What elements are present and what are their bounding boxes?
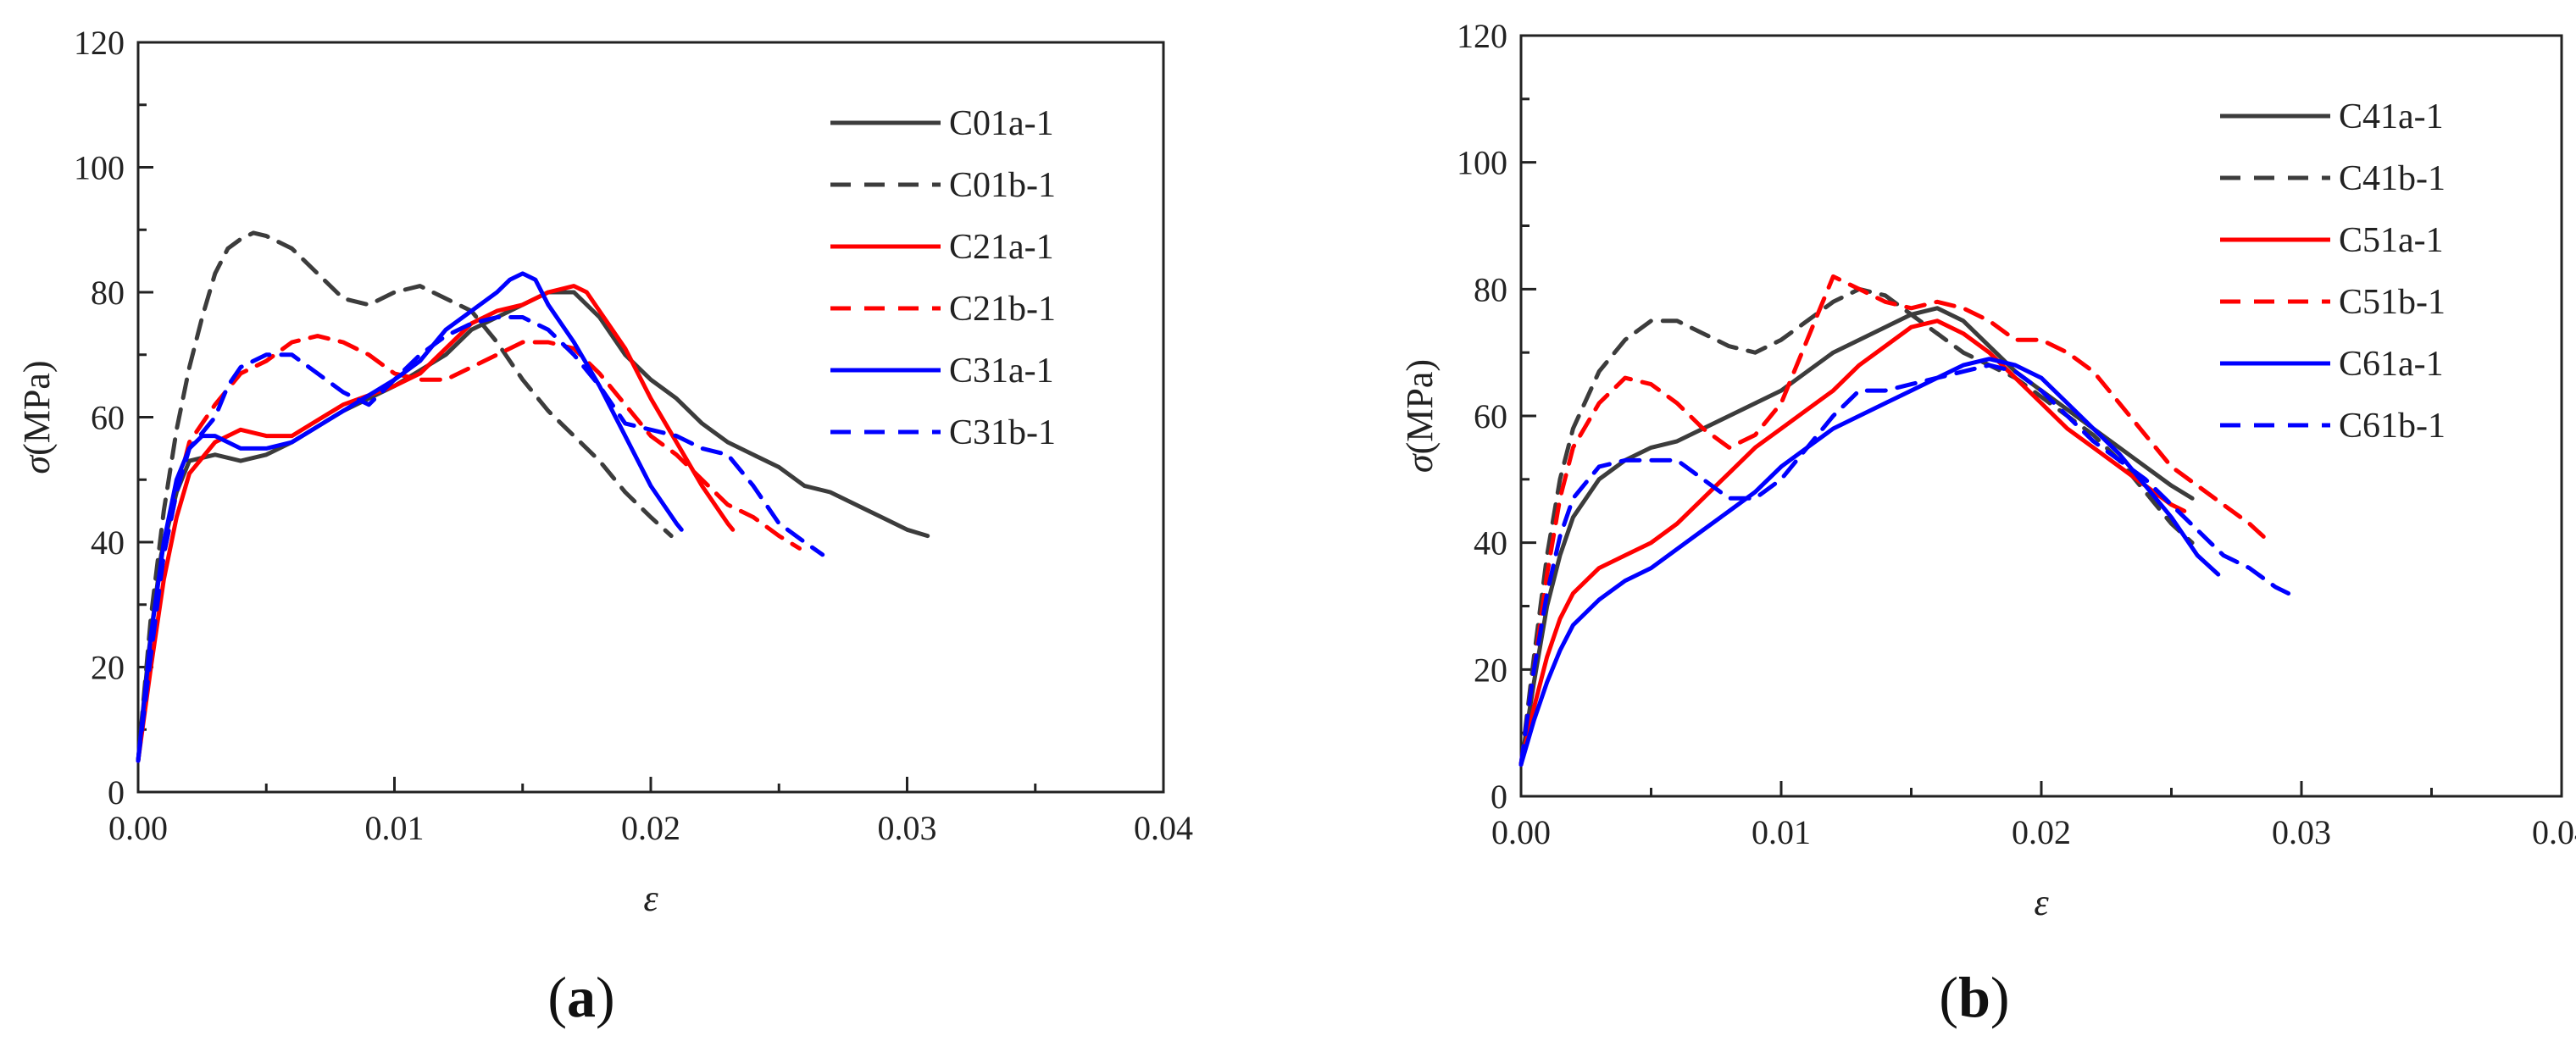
y-axis-title: σ(MPa) xyxy=(1399,359,1441,473)
y-axis-title: σ(MPa) xyxy=(16,360,58,474)
legend: C41a-1 C41b-1 C51a-1 C51b-1 C61a-1 C61b-1 xyxy=(2220,97,2446,446)
y-tick-label: 40 xyxy=(91,524,125,562)
x-tick-label: 0.02 xyxy=(621,809,680,847)
panel-label-open: ( xyxy=(1939,965,1958,1029)
y-tick-label: 0 xyxy=(108,773,125,812)
x-tick-label: 0.02 xyxy=(2012,813,2071,851)
legend-label: C41b-1 xyxy=(2339,159,2446,198)
series-line-c31b-1 xyxy=(136,315,825,763)
x-tick-label: 0.04 xyxy=(2532,813,2576,851)
y-tick-label: 120 xyxy=(74,24,125,62)
x-tick-label: 0.03 xyxy=(878,809,937,847)
y-tick-label: 0 xyxy=(1491,778,1507,816)
legend-label: C41a-1 xyxy=(2339,97,2444,136)
y-tick-label: 100 xyxy=(1457,144,1507,182)
series-line-c01a-1 xyxy=(136,290,930,763)
series-line-c41b-1 xyxy=(1518,286,2195,767)
y-tick-label: 80 xyxy=(91,274,125,312)
legend-label: C51b-1 xyxy=(2339,283,2446,322)
y-tick-label: 60 xyxy=(91,399,125,437)
panel-label-close: ) xyxy=(1990,965,2010,1029)
legend: C01a-1 C01b-1 C21a-1 C21b-1 C31a-1 C31b-1 xyxy=(830,104,1056,452)
y-axis-unit: (MPa) xyxy=(1399,359,1441,454)
y-tick-label: 20 xyxy=(1474,651,1507,689)
y-tick-label: 100 xyxy=(74,149,125,187)
series-line-c51a-1 xyxy=(1518,319,2187,767)
legend-label: C61b-1 xyxy=(2339,407,2446,446)
legend-label: C31b-1 xyxy=(949,413,1056,452)
series-line-c51b-1 xyxy=(1518,274,2273,767)
y-tick-label: 60 xyxy=(1474,397,1507,435)
legend-label: C21b-1 xyxy=(949,290,1056,329)
x-tick-label: 0.03 xyxy=(2272,813,2331,851)
legend-label: C01a-1 xyxy=(949,104,1054,143)
panel-label-open: ( xyxy=(547,965,567,1029)
series-line-c01b-1 xyxy=(136,230,674,763)
series-line-c61a-1 xyxy=(1518,357,2221,767)
legend-label: C61a-1 xyxy=(2339,345,2444,384)
x-axis-title: ε xyxy=(2034,882,2049,923)
panel-label-close: ) xyxy=(596,965,615,1029)
legend-label: C31a-1 xyxy=(949,352,1054,391)
x-tick-label: 0.01 xyxy=(1752,813,1811,851)
series-line-c21a-1 xyxy=(136,284,736,763)
y-axis-symbol: σ xyxy=(1399,452,1441,473)
x-tick-label: 0.00 xyxy=(108,809,168,847)
panel-label: (b) xyxy=(1939,965,2009,1029)
y-axis-symbol: σ xyxy=(16,454,58,474)
legend-label: C51a-1 xyxy=(2339,221,2444,260)
series-line-c21b-1 xyxy=(136,334,802,763)
x-tick-label: 0.00 xyxy=(1491,813,1551,851)
x-tick-label: 0.04 xyxy=(1134,809,1193,847)
y-axis-unit: (MPa) xyxy=(16,360,58,455)
chart-panel-b: 0 20 40 60 80 100 120 0.00 0.01 0.02 0.03 0.04 ε σ(MP… xyxy=(1399,17,2576,1029)
x-tick-label: 0.01 xyxy=(365,809,425,847)
y-tick-label: 120 xyxy=(1457,17,1507,55)
legend-label: C01b-1 xyxy=(949,166,1056,205)
series-line-c61b-1 xyxy=(1518,363,2291,767)
legend-label: C21a-1 xyxy=(949,228,1054,267)
series-line-c31a-1 xyxy=(136,271,684,763)
panel-label-letter: a xyxy=(567,965,596,1029)
panel-label-letter: b xyxy=(1958,965,1990,1029)
panel-label: (a) xyxy=(547,965,614,1029)
series-line-c41a-1 xyxy=(1518,306,2195,767)
y-tick-label: 40 xyxy=(1474,524,1507,562)
x-axis-title: ε xyxy=(643,878,658,919)
y-tick-label: 20 xyxy=(91,649,125,687)
chart-panel-a: 0 20 40 60 80 100 120 0.00 0.01 0.02 0.03 0.04 ε σ(MP… xyxy=(16,24,1193,1029)
y-tick-label: 80 xyxy=(1474,270,1507,308)
